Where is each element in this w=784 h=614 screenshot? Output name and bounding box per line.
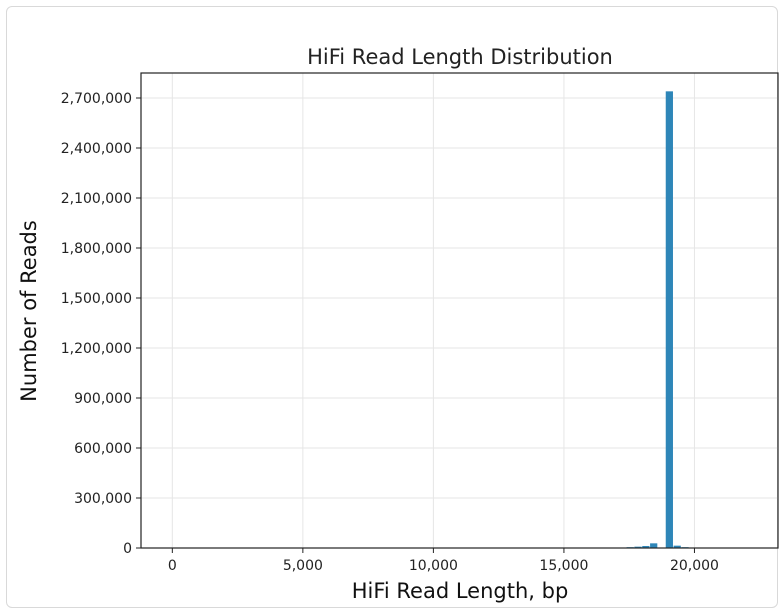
bars xyxy=(626,91,689,548)
x-tick-label: 10,000 xyxy=(409,558,458,574)
y-tick-label: 2,400,000 xyxy=(61,141,132,157)
x-tick-label: 20,000 xyxy=(670,558,719,574)
y-axis-ticks: 0 300,000 600,000 900,000 1,200,000 1,500,000… xyxy=(61,91,141,557)
y-tick-label: 300,000 xyxy=(74,491,132,507)
histogram-bar xyxy=(665,91,673,548)
y-tick-label: 2,700,000 xyxy=(61,91,132,107)
x-tick-label: 0 xyxy=(168,558,177,574)
chart-frame xyxy=(6,6,778,608)
histogram-bar xyxy=(642,546,650,548)
histogram-bar xyxy=(634,546,642,548)
x-tick-label: 15,000 xyxy=(539,558,588,574)
y-tick-label: 600,000 xyxy=(74,441,132,457)
y-tick-label: 1,800,000 xyxy=(61,241,132,257)
histogram-bar xyxy=(673,545,681,548)
x-tick-label: 5,000 xyxy=(283,558,323,574)
y-axis-label: Number of Reads xyxy=(17,220,41,402)
chart-title: HiFi Read Length Distribution xyxy=(307,45,613,69)
plot-area-border xyxy=(140,72,779,549)
histogram-bar xyxy=(650,543,658,548)
y-tick-label: 0 xyxy=(123,541,132,557)
x-axis-ticks: 0 5,000 10,000 15,000 20,000 xyxy=(168,548,719,574)
y-tick-label: 1,200,000 xyxy=(61,341,132,357)
x-axis-label: HiFi Read Length, bp xyxy=(352,579,569,603)
y-tick-label: 1,500,000 xyxy=(61,291,132,307)
y-tick-label: 2,100,000 xyxy=(61,191,132,207)
grid-lines xyxy=(141,73,778,549)
y-tick-label: 900,000 xyxy=(74,391,132,407)
